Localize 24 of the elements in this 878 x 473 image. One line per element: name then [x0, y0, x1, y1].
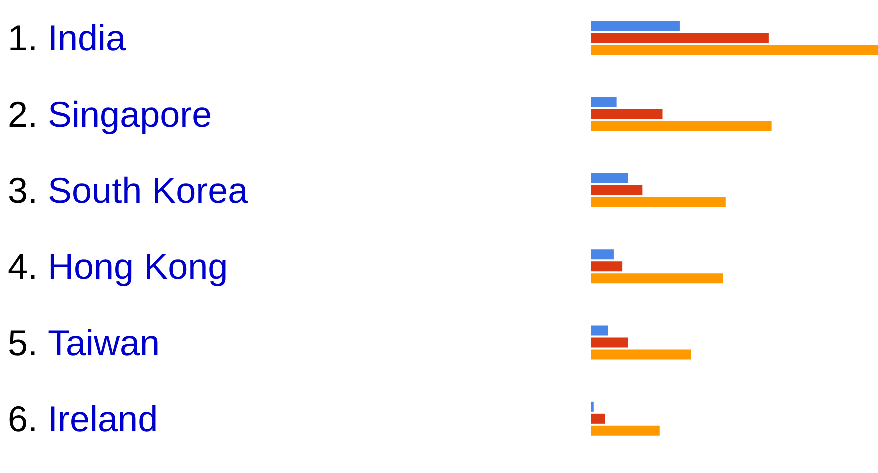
bar — [591, 173, 628, 184]
y-tick-label: 1. India — [8, 18, 128, 59]
bar — [591, 262, 623, 272]
y-tick-label: 5. Taiwan — [8, 322, 160, 364]
bar — [591, 33, 769, 44]
y-tick-label: 2. Singapore — [8, 94, 212, 135]
bar — [591, 185, 643, 196]
y-tick-label: 3. South Korea — [8, 170, 250, 211]
bar — [591, 414, 606, 424]
bar — [591, 402, 594, 412]
bar — [591, 426, 660, 436]
y-tick-label: 6. Ireland — [8, 398, 158, 440]
bar — [591, 250, 614, 260]
bar — [591, 109, 663, 120]
bar — [591, 197, 726, 208]
bar — [591, 338, 628, 348]
y-tick-label: 4. Hong Kong — [8, 246, 228, 288]
bar — [591, 45, 878, 56]
bar — [591, 274, 724, 284]
bar — [591, 350, 692, 360]
bar — [591, 21, 680, 32]
bar — [591, 326, 608, 336]
bar — [591, 121, 772, 132]
bar — [591, 97, 617, 108]
